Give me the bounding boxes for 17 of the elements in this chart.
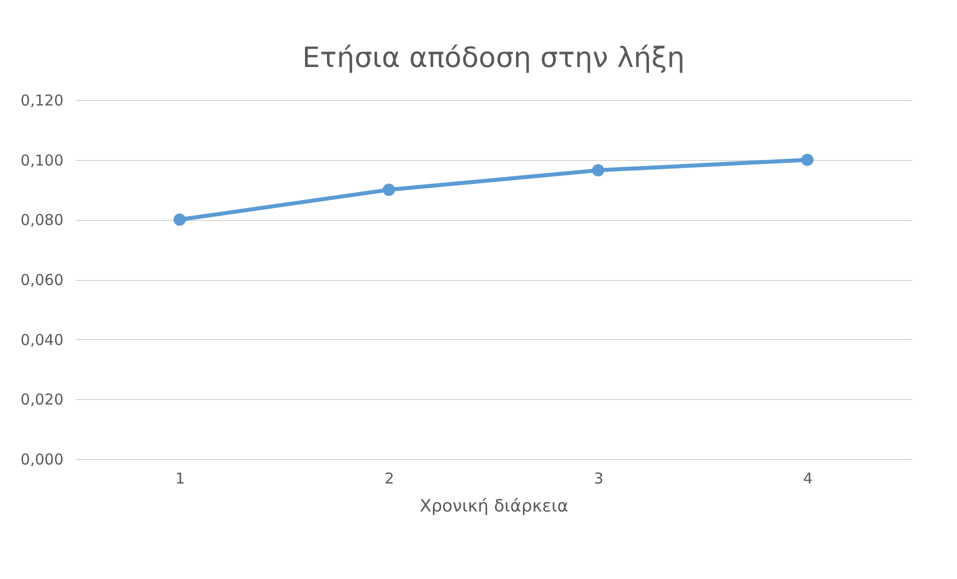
point (801, 154, 814, 166)
chart-title: Ετήσια απόδοση στην λήξη (302, 41, 685, 74)
x-tick-label: 3 (594, 470, 604, 488)
x-axis-title: Χρονική διάρκεια (420, 496, 568, 516)
y-tick-label: 0,040 (20, 330, 64, 349)
x-tick-label: 1 (175, 470, 185, 488)
x-tick-label: 4 (803, 470, 813, 488)
y-tick-label: 0,120 (20, 92, 64, 110)
y-tick-label: 0,060 (20, 271, 64, 289)
y-tick-label: 0,000 (20, 450, 64, 468)
point (592, 164, 604, 176)
x-tick-label: 2 (384, 470, 394, 488)
point (382, 184, 395, 196)
y-tick-label: 0,080 (20, 211, 64, 230)
y-tick-label: 0,100 (20, 151, 64, 170)
y-tick-label: 0,020 (20, 390, 64, 409)
point (174, 214, 186, 226)
